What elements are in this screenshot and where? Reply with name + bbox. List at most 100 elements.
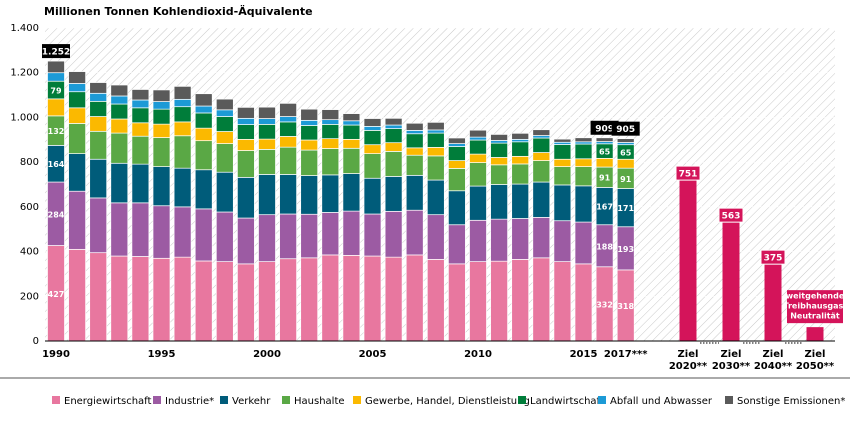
- bar-segment: [448, 137, 466, 144]
- legend-label: Verkehr: [232, 396, 271, 407]
- data-label: 332: [596, 300, 613, 309]
- bar-segment: [110, 118, 129, 134]
- x-tick-label: Ziel: [721, 349, 742, 360]
- total-label: 909: [595, 124, 614, 134]
- x-tick-label: Ziel: [678, 349, 699, 360]
- bar-segment: [574, 185, 593, 223]
- bar-segment: [258, 149, 276, 175]
- data-label: 91: [620, 175, 632, 184]
- y-tick-label: 200: [20, 291, 39, 302]
- legend-swatch: [52, 396, 60, 404]
- bar-segment: [152, 166, 171, 207]
- bar-segment: [405, 154, 424, 176]
- x-tick-label: 2040**: [754, 361, 793, 372]
- bar-segment: [384, 128, 403, 144]
- data-label: 65: [620, 148, 632, 157]
- bar-segment: [279, 213, 297, 260]
- y-tick-label: 400: [20, 247, 39, 258]
- bar-segment: [152, 205, 171, 259]
- bar-segment: [47, 60, 65, 74]
- bar-segment: [448, 143, 466, 147]
- bar-segment: [194, 169, 213, 210]
- bar-segment: [110, 95, 129, 105]
- bar-segment: [405, 122, 424, 131]
- bar-segment: [279, 258, 297, 342]
- target-bar: [764, 257, 782, 341]
- bar-segment: [405, 254, 424, 342]
- bar-segment: [237, 263, 255, 342]
- bar-segment: [89, 197, 108, 254]
- bar-segment: [68, 123, 86, 154]
- bar-segment: [194, 127, 213, 142]
- bar-segment: [426, 147, 445, 157]
- bar-segment: [173, 98, 192, 108]
- bar-segment: [300, 119, 319, 126]
- bar-segment: [490, 142, 508, 158]
- bar-segment: [363, 144, 382, 154]
- bar-segment: [131, 107, 150, 124]
- legend-label: Energiewirtschaft: [64, 396, 152, 407]
- target-bar: [722, 215, 740, 341]
- bar-segment: [595, 137, 614, 142]
- bar-segment: [237, 138, 255, 151]
- bar-segment: [215, 131, 234, 144]
- bar-segment: [215, 171, 234, 213]
- bar-segment: [342, 138, 361, 149]
- bar-segment: [152, 123, 171, 138]
- bar-segment: [532, 129, 551, 136]
- bar-segment: [363, 213, 382, 257]
- bar-segment: [384, 176, 403, 212]
- target-bar: [679, 173, 697, 341]
- bar-segment: [469, 219, 487, 262]
- bar-segment: [574, 166, 593, 187]
- bar-segment: [595, 157, 614, 168]
- bar-segment: [490, 184, 508, 220]
- bar-segment: [68, 248, 86, 342]
- legend-swatch: [518, 396, 526, 404]
- bar-segment: [258, 174, 276, 216]
- bar-segment: [131, 202, 150, 257]
- data-label: 91: [599, 174, 611, 183]
- bar-segment: [616, 138, 635, 143]
- bar-segment: [405, 130, 424, 135]
- bar-segment: [237, 107, 255, 119]
- annotation: weitgehende: [786, 292, 845, 301]
- bar-segment: [215, 116, 234, 132]
- bar-segment: [110, 255, 129, 342]
- target-label: 751: [679, 170, 698, 180]
- bar-segment: [300, 175, 319, 215]
- legend-swatch: [220, 396, 228, 404]
- bar-segment: [131, 89, 150, 101]
- total-box: [590, 120, 619, 135]
- bar-segment: [215, 143, 234, 173]
- target-label: 563: [722, 212, 741, 222]
- x-tick-label: 1995: [148, 349, 176, 360]
- bar-segment: [384, 256, 403, 342]
- x-tick-label: 2005: [359, 349, 387, 360]
- bar-segment: [426, 214, 445, 260]
- total-label: 1.252: [42, 48, 70, 58]
- data-label: 171: [617, 204, 634, 213]
- bar-segment: [363, 153, 382, 179]
- x-tick-label: 2017***: [604, 349, 648, 360]
- bar-segment: [511, 218, 530, 260]
- x-tick-label: 2010: [464, 349, 492, 360]
- bar-segment: [448, 146, 466, 161]
- bar-segment: [363, 118, 382, 127]
- bar-segment: [215, 109, 234, 117]
- bar-segment: [300, 149, 319, 176]
- bar-segment: [469, 185, 487, 221]
- bar-segment: [300, 125, 319, 141]
- bar-segment: [215, 261, 234, 342]
- bar-segment: [300, 139, 319, 151]
- bar-segment: [131, 122, 150, 137]
- bar-segment: [68, 71, 86, 84]
- bar-segment: [237, 217, 255, 265]
- annotation-box: [787, 290, 843, 324]
- annotation: Treibhausgas-: [783, 302, 846, 311]
- bar-segment: [405, 133, 424, 149]
- data-label: 188: [596, 242, 613, 251]
- bar-segment: [532, 181, 551, 218]
- bar-segment: [173, 256, 192, 342]
- target-bar: [806, 327, 824, 341]
